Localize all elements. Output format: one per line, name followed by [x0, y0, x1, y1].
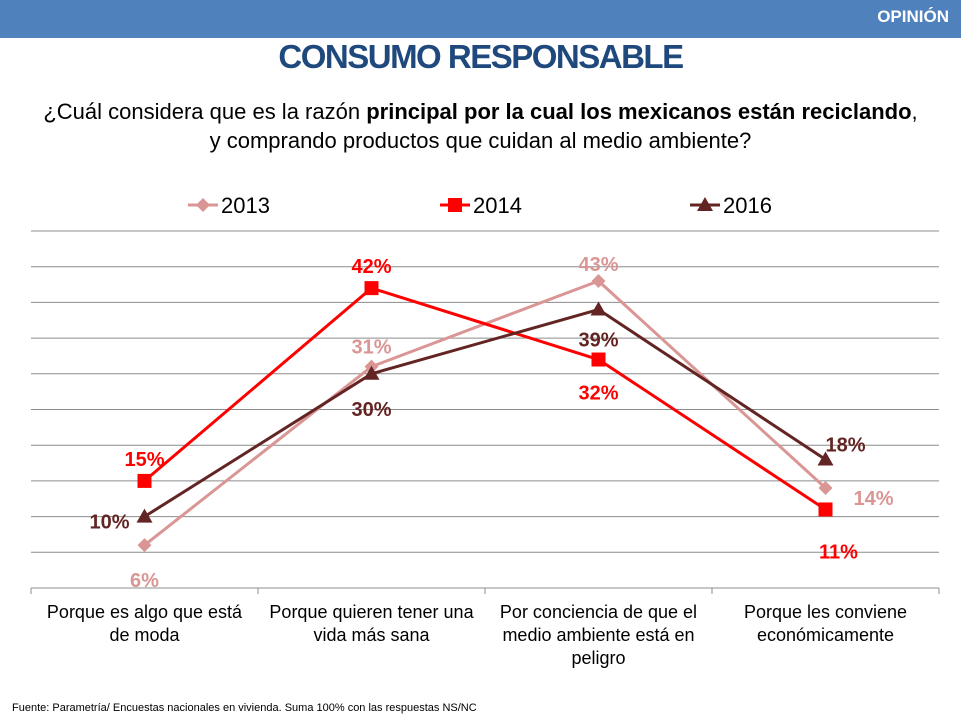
category-label-line: Porque es algo que está	[47, 602, 243, 622]
data-label: 31%	[351, 337, 391, 359]
data-label: 43%	[578, 254, 618, 276]
series-line	[143, 286, 827, 511]
data-label: 32%	[578, 383, 618, 405]
legend-label: 2016	[723, 193, 772, 218]
data-point	[817, 451, 834, 466]
section-tag: OPINIÓN	[877, 7, 949, 26]
data-label: 14%	[853, 488, 893, 510]
data-label: 15%	[124, 449, 164, 471]
category-label-line: Porque quieren tener una	[269, 602, 474, 622]
legend-label: 2013	[221, 193, 270, 218]
data-point	[590, 301, 607, 316]
category-label: Porque quieren tener una vida más sana	[269, 602, 474, 645]
survey-question: ¿Cuál considera que es la razón principa…	[40, 97, 921, 155]
data-point	[591, 352, 606, 367]
series-line	[143, 308, 827, 518]
data-label: 10%	[89, 512, 129, 534]
category-label-line: peligro	[571, 648, 625, 668]
data-label: 18%	[825, 434, 865, 456]
legend-label: 2014	[473, 193, 522, 218]
question-part-2: , y comprando productos que cuidan al me…	[209, 99, 918, 153]
series-line	[143, 279, 827, 547]
category-label-line: Por conciencia de que el	[500, 602, 697, 622]
category-label-line: vida más sana	[313, 625, 430, 645]
category-label: Por conciencia de que el medio ambiente e…	[500, 602, 697, 668]
question-bold: principal por la cual los mexicanos está…	[366, 99, 912, 124]
data-point	[137, 538, 152, 553]
data-label: 42%	[351, 256, 391, 278]
question-part-1: ¿Cuál considera que es la razón	[43, 99, 367, 124]
legend-marker	[448, 198, 462, 212]
header-bar: OPINIÓN	[0, 0, 961, 38]
data-label: 30%	[351, 399, 391, 421]
category-label-line: Porque les conviene	[744, 602, 907, 622]
category-label: Porque es algo que está de moda	[47, 602, 243, 645]
category-label-line: medio ambiente está en	[502, 625, 694, 645]
data-point	[364, 281, 379, 296]
category-label-line: de moda	[109, 625, 180, 645]
data-point	[818, 481, 833, 496]
data-point	[363, 365, 380, 380]
data-point	[818, 502, 833, 517]
category-label: Porque les conviene económicamente	[744, 602, 907, 645]
legend-marker	[697, 197, 713, 211]
data-label: 39%	[578, 330, 618, 352]
data-point	[136, 508, 153, 523]
legend-marker	[196, 198, 210, 212]
data-label: 11%	[819, 541, 858, 563]
data-point	[591, 273, 606, 288]
page-title: CONSUMO RESPONSABLE	[278, 38, 684, 75]
data-point	[137, 473, 152, 488]
category-label-line: económicamente	[757, 625, 894, 645]
data-label: 6%	[130, 570, 159, 592]
source-footnote: Fuente: Parametría/ Encuestas nacionales…	[12, 702, 477, 714]
